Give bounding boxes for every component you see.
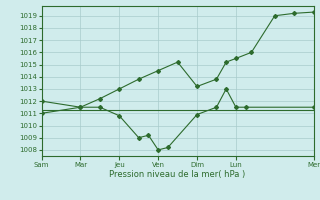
X-axis label: Pression niveau de la mer( hPa ): Pression niveau de la mer( hPa )	[109, 170, 246, 179]
